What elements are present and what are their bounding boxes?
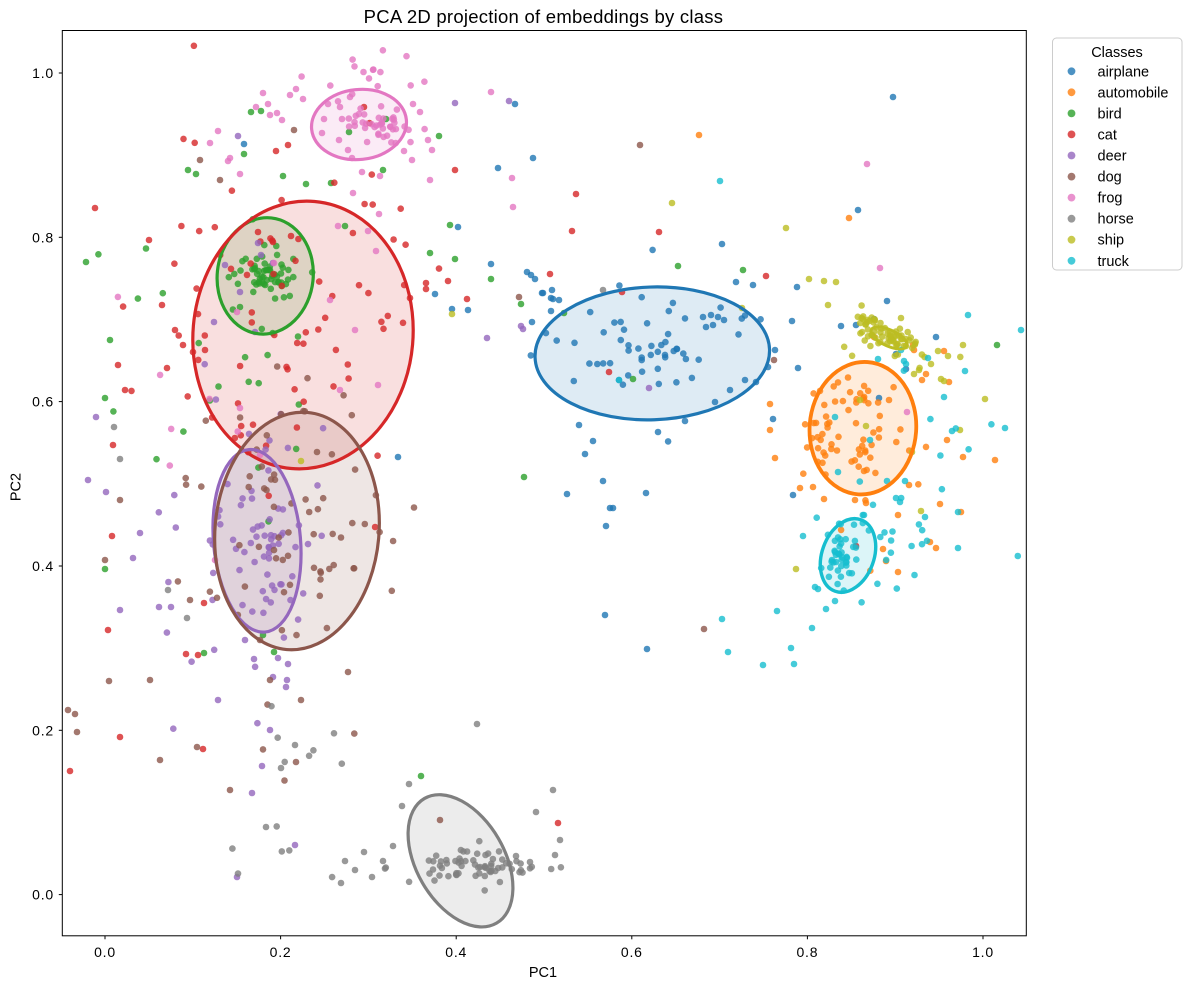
svg-text:0.4: 0.4 xyxy=(32,558,54,574)
svg-text:0.6: 0.6 xyxy=(621,944,643,960)
svg-text:deer: deer xyxy=(1098,149,1127,165)
svg-text:0.2: 0.2 xyxy=(32,722,54,738)
svg-text:cat: cat xyxy=(1098,127,1117,143)
svg-text:truck: truck xyxy=(1098,254,1130,270)
svg-text:0.6: 0.6 xyxy=(32,394,54,410)
svg-text:0.0: 0.0 xyxy=(94,944,116,960)
svg-text:0.2: 0.2 xyxy=(270,944,292,960)
svg-text:0.8: 0.8 xyxy=(796,944,818,960)
svg-text:1.0: 1.0 xyxy=(32,65,54,81)
svg-text:dog: dog xyxy=(1098,170,1122,186)
svg-text:PCA 2D projection of embedding: PCA 2D projection of embeddings by class xyxy=(364,6,724,27)
svg-text:bird: bird xyxy=(1098,106,1122,122)
svg-text:horse: horse xyxy=(1098,212,1134,228)
svg-text:1.0: 1.0 xyxy=(972,944,994,960)
svg-text:PC2: PC2 xyxy=(9,473,25,501)
svg-text:airplane: airplane xyxy=(1098,64,1150,80)
svg-text:frog: frog xyxy=(1098,191,1123,207)
svg-text:automobile: automobile xyxy=(1098,85,1169,101)
svg-text:0.4: 0.4 xyxy=(445,944,467,960)
svg-text:0.8: 0.8 xyxy=(32,229,54,245)
svg-text:0.0: 0.0 xyxy=(32,887,54,903)
svg-text:ship: ship xyxy=(1098,233,1125,249)
svg-text:Classes: Classes xyxy=(1091,45,1143,61)
svg-text:PC1: PC1 xyxy=(529,965,557,981)
